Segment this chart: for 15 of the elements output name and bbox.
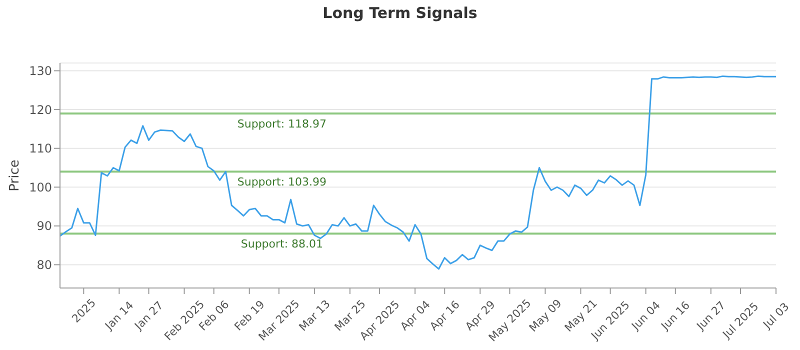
ref-line-label: Support: 103.99 — [237, 176, 327, 189]
y-axis-title: Price — [8, 160, 23, 192]
y-tick-label: 80 — [36, 258, 52, 272]
y-tick-label: 100 — [29, 180, 52, 194]
y-tick-label: 130 — [29, 64, 52, 78]
x-tick-label: Jan 27 — [132, 298, 166, 334]
line-series — [60, 75, 776, 270]
chart-title: Long Term Signals — [322, 4, 478, 22]
y-tick-label: 120 — [29, 102, 52, 117]
y-tick-label: 110 — [29, 142, 52, 156]
x-tick-label: Jun 16 — [658, 298, 693, 334]
ref-line-label: Support: 88.01 — [240, 238, 324, 251]
ref-line-label: Support: 118.97 — [237, 118, 327, 131]
y-tick-label: 90 — [36, 219, 52, 234]
x-tick-label: Jul 03 — [760, 300, 792, 332]
